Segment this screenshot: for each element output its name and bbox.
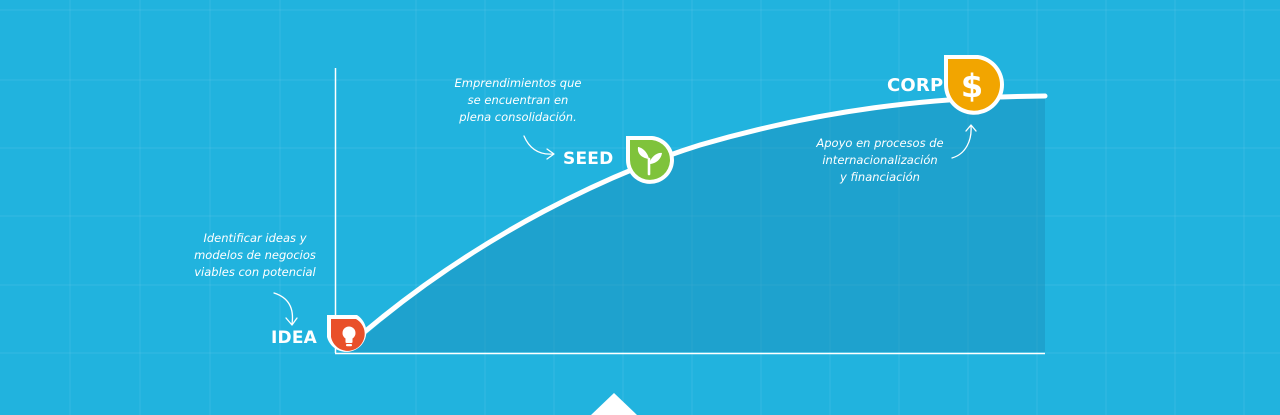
lightbulb-icon (342, 326, 356, 347)
stage-label-idea: IDEA (271, 328, 318, 348)
arrow-idea-head (285, 317, 298, 326)
corp-marker: $ (944, 55, 1004, 115)
growth-curve (344, 93, 1048, 350)
description-line: Emprendimientos que (454, 76, 582, 90)
arrow-seed-head (546, 148, 555, 160)
description-line: internacionalización (822, 153, 938, 167)
sprout-icon (637, 147, 662, 176)
description-line: se encuentran en (467, 93, 569, 107)
bottom-pointer (591, 393, 637, 415)
description-line: viables con potencial (194, 265, 316, 279)
arrows (273, 124, 977, 326)
growth-area (347, 96, 1045, 352)
description-line: Identificar ideas y (203, 231, 307, 245)
stage-label-corp: CORP (887, 75, 944, 96)
seed-marker (626, 136, 674, 184)
idea-marker (327, 315, 367, 352)
description-line: Apoyo en procesos de (816, 136, 944, 150)
stage-label-seed: SEED (563, 149, 614, 169)
description-line: plena consolidación. (459, 110, 577, 124)
dollar-icon: $ (961, 67, 983, 105)
arrow-idea (273, 292, 294, 325)
description-line: modelos de negocios (194, 248, 316, 262)
arrow-corp (951, 125, 972, 159)
stage-description-seed: Emprendimientos que se encuentran en ple… (440, 75, 596, 126)
description-line: y financiación (840, 170, 920, 184)
arrow-seed (523, 135, 554, 155)
stage-description-corp: Apoyo en procesos de internacionalizació… (800, 135, 960, 186)
arrow-corp-head (965, 124, 977, 132)
stage-description-idea: Identificar ideas y modelos de negocios … (178, 230, 332, 281)
